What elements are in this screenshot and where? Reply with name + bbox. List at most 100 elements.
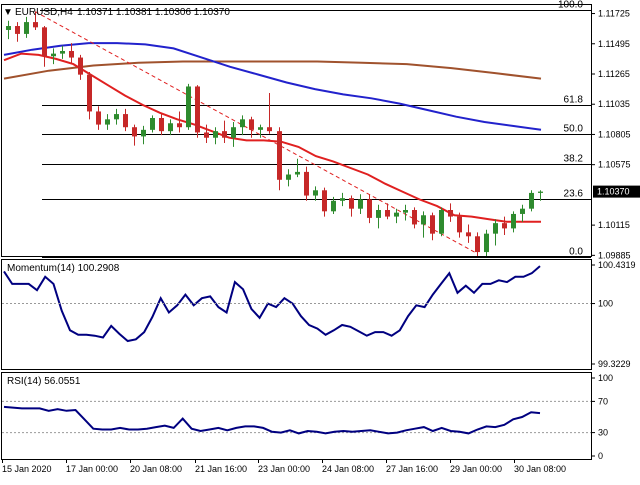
candle-body <box>15 26 20 34</box>
candle-body <box>105 119 110 125</box>
fib-level-label: 0.0 <box>569 247 583 258</box>
candle-body <box>376 210 381 218</box>
rsi-line <box>3 405 541 435</box>
candle-body <box>412 210 417 225</box>
rsi-panel-frame <box>1 372 592 460</box>
fib-level-label: 61.8 <box>564 95 584 106</box>
momentum-line <box>3 265 541 343</box>
candle-body <box>421 215 426 225</box>
price-axis-label: 1.10805 <box>598 129 631 139</box>
chart-ohlc-values: 1.10371 1.10381 1.10306 1.10370 <box>77 7 230 18</box>
candle-body <box>141 129 146 137</box>
time-axis-label: 17 Jan 00:00 <box>66 464 118 474</box>
time-axis-label: 21 Jan 16:00 <box>195 464 247 474</box>
candle-body <box>240 119 245 128</box>
candle-body <box>529 192 534 209</box>
candle-body <box>195 86 200 133</box>
time-axis-label: 30 Jan 08:00 <box>514 464 566 474</box>
candle-body <box>87 74 92 112</box>
candle-body <box>448 210 453 217</box>
rsi-axis-label: 70 <box>598 396 608 406</box>
momentum-title: Momentum(14) 100.2908 <box>7 263 120 274</box>
candle-body <box>340 198 345 201</box>
candle-body <box>213 131 218 138</box>
candle-body <box>484 233 489 253</box>
candle-body <box>367 199 372 218</box>
candle-body <box>394 212 399 217</box>
candle-body <box>538 191 543 193</box>
fib-level-label: 38.2 <box>564 154 584 165</box>
candle-body <box>222 131 227 138</box>
candle-body <box>249 119 254 130</box>
time-axis-label: 23 Jan 00:00 <box>258 464 310 474</box>
candle-body <box>60 50 65 54</box>
candle-body <box>331 200 336 212</box>
chart-symbol-timeframe: EURUSD,H4 <box>15 7 73 18</box>
candle-body <box>286 174 291 180</box>
candle-body <box>358 199 363 209</box>
momentum-axis-label: 100.4319 <box>598 260 636 270</box>
fib-level-label: 100.0 <box>558 0 583 11</box>
indicator-layer <box>2 265 591 435</box>
rsi-axis-label: 30 <box>598 428 608 438</box>
candle-body <box>475 236 480 253</box>
candle-body <box>6 26 11 30</box>
price-axis-label: 1.10115 <box>598 220 630 230</box>
candle-body <box>42 27 47 57</box>
candle-body <box>277 131 282 180</box>
candle-body <box>150 118 155 130</box>
candle-body <box>123 114 128 128</box>
time-axis-label: 24 Jan 08:00 <box>322 464 374 474</box>
price-axis-label: 1.11035 <box>598 99 630 109</box>
time-axis-label: 27 Jan 16:00 <box>386 464 438 474</box>
momentum-axis-label: 99.3229 <box>598 359 631 369</box>
candle-layer <box>6 11 543 256</box>
candle-body <box>168 123 173 132</box>
candle-body <box>385 210 390 217</box>
price-axis-label: 1.11265 <box>598 69 630 79</box>
current-price-tag <box>593 185 640 198</box>
candle-body <box>520 208 525 214</box>
price-axis-label: 1.10575 <box>598 160 631 170</box>
candle-body <box>258 127 263 130</box>
candle-body <box>439 210 444 234</box>
candle-body <box>69 50 74 58</box>
candle-body <box>502 223 507 229</box>
candle-body <box>511 213 516 229</box>
fib-level-label: 50.0 <box>564 124 584 135</box>
candle-body <box>177 123 182 128</box>
candle-body <box>132 127 137 137</box>
price-axis-label: 1.11725 <box>598 9 630 19</box>
candle-body <box>33 22 38 28</box>
fib-level-label: 23.6 <box>564 189 584 200</box>
price-axis-label: 1.09885 <box>598 250 631 260</box>
candle-body <box>493 223 498 234</box>
sma-slow-line <box>3 60 542 80</box>
panel-menu-icon[interactable]: ▼ <box>3 7 13 18</box>
time-axis-label: 29 Jan 00:00 <box>450 464 502 474</box>
candle-body <box>78 57 83 75</box>
candle-body <box>403 210 408 213</box>
candle-body <box>231 127 236 138</box>
fibonacci-layer: 100.0 61.8 50.0 38.2 23.6 0.0 <box>40 0 591 258</box>
candle-body <box>322 190 327 212</box>
candle-body <box>349 198 354 209</box>
momentum-axis-label: 100 <box>598 299 613 309</box>
candle-body <box>466 232 471 237</box>
candle-body <box>114 114 119 120</box>
candle-body <box>159 118 164 132</box>
candle-body <box>204 132 209 138</box>
candle-body <box>51 53 56 57</box>
axis-layer: 1.11725 1.11495 1.11265 1.11035 1.10805 1.105… <box>2 9 640 474</box>
current-price-label: 1.10370 <box>597 187 630 197</box>
time-axis-label: 20 Jan 08:00 <box>130 464 182 474</box>
price-axis-label: 1.11495 <box>598 39 630 49</box>
candle-body <box>186 86 191 128</box>
momentum-panel-frame <box>1 259 592 370</box>
time-axis-label: 15 Jan 2020 <box>2 464 52 474</box>
candle-body <box>304 171 309 196</box>
rsi-title: RSI(14) 56.0551 <box>7 376 81 387</box>
candle-body <box>295 171 300 175</box>
